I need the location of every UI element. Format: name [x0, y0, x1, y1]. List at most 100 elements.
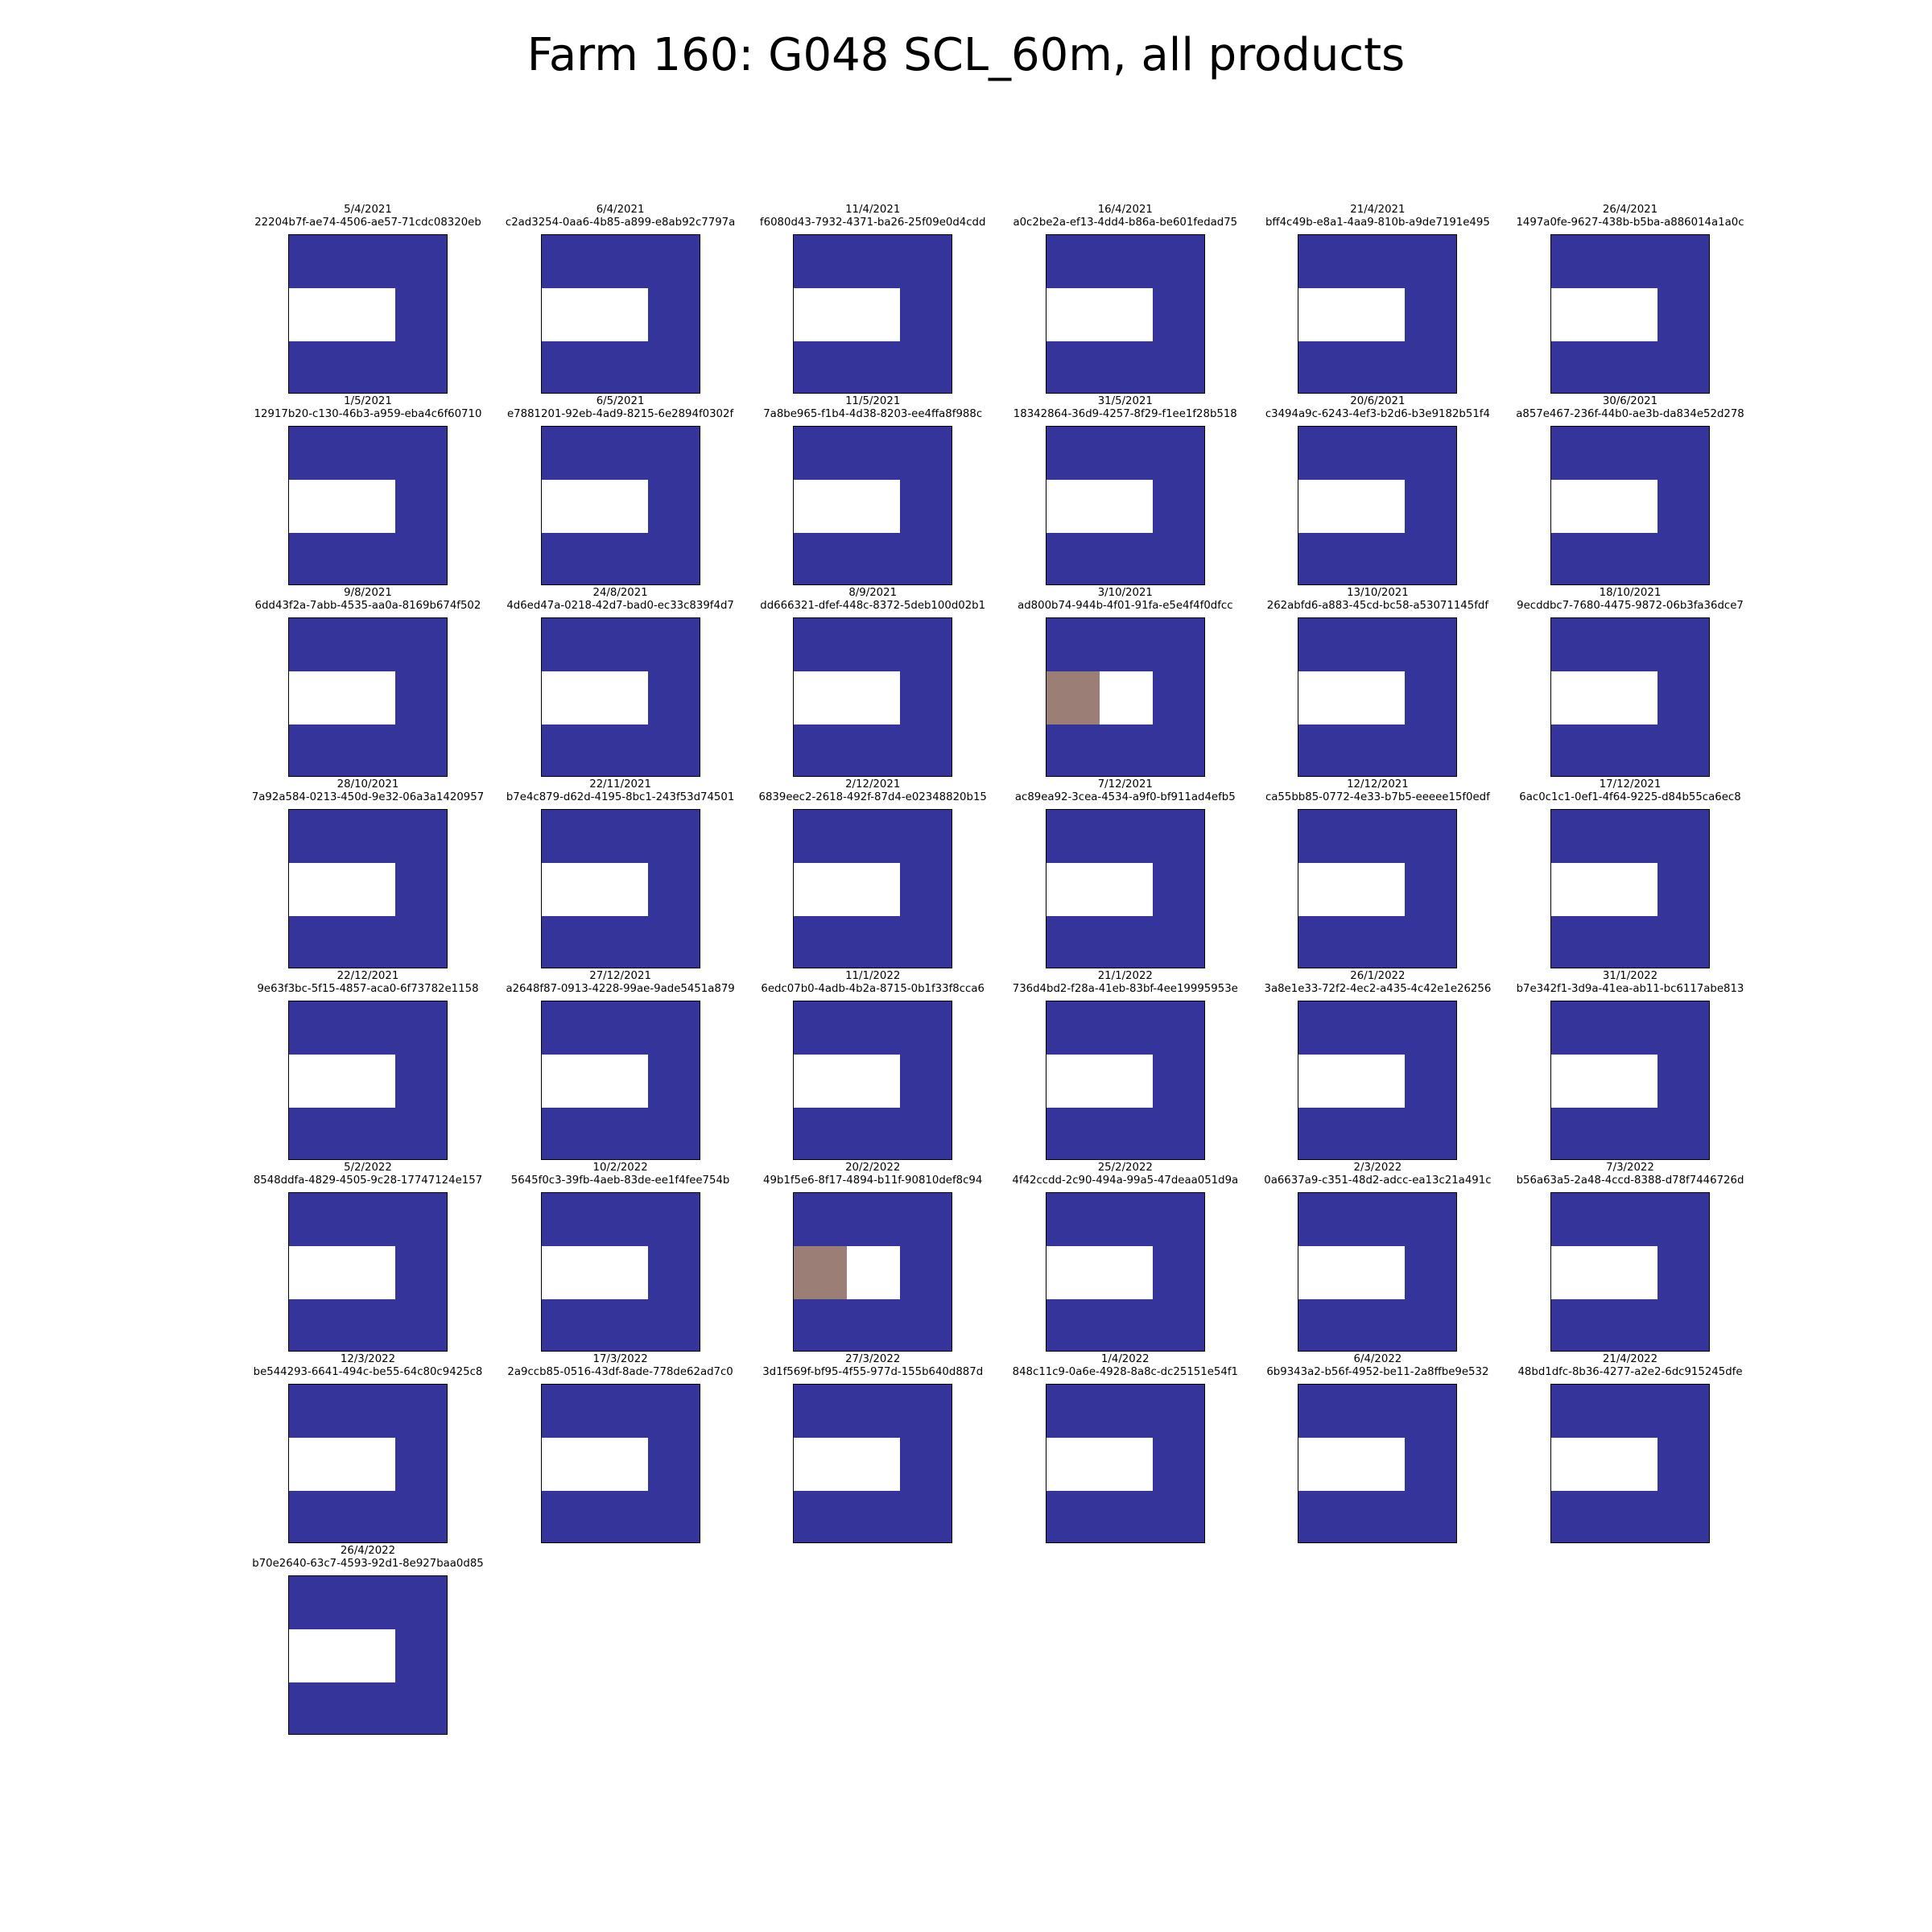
heatmap-cell-water: [395, 1055, 447, 1108]
panel-product-id: 8548ddfa-4829-4505-9c28-17747124e157: [253, 1174, 483, 1187]
heatmap-cell-water: [1551, 1001, 1605, 1055]
heatmap-cell-no-data: [1046, 1438, 1100, 1492]
heatmap-cell-water: [847, 1001, 901, 1055]
heatmap-cell-no-data: [794, 863, 848, 917]
heatmap-cell-water: [1099, 341, 1154, 393]
heatmap-cell-water: [900, 427, 952, 481]
heatmap-cell-no-data: [1099, 1438, 1154, 1492]
heatmap-cell-water: [1405, 916, 1457, 968]
heatmap-cell-no-data: [1551, 1438, 1605, 1492]
heatmap-cell-water: [1046, 1385, 1100, 1439]
heatmap-cell-water: [1551, 1385, 1605, 1439]
panel-date-label: 20/2/2022: [845, 1162, 901, 1174]
heatmap-cell-water: [1551, 618, 1605, 672]
heatmap-cell-no-data: [342, 480, 396, 534]
heatmap-cell-water: [1352, 1108, 1406, 1159]
heatmap-cell-water: [1657, 1193, 1709, 1247]
heatmap-cell-water: [1152, 288, 1204, 342]
heatmap-cell-water: [794, 1385, 848, 1439]
heatmap-cell-water: [1298, 1491, 1352, 1542]
heatmap-cell-no-data: [1099, 671, 1154, 725]
heatmap-cell-water: [1405, 288, 1457, 342]
scl-tile: [540, 1192, 700, 1352]
panel-date-label: 6/4/2021: [596, 204, 645, 216]
heatmap-cell-water: [647, 863, 700, 917]
heatmap-cell-water: [395, 1001, 447, 1055]
heatmap-cell-no-data: [1551, 480, 1605, 534]
panel-date-label: 6/5/2021: [596, 395, 645, 407]
heatmap-cell-water: [1405, 341, 1457, 393]
heatmap-cell-no-data: [1099, 480, 1154, 534]
heatmap-cell-water: [900, 1299, 952, 1351]
heatmap-cell-water: [594, 1385, 649, 1439]
panel-product-id: 848c11c9-0a6e-4928-8a8c-dc25151e54f1: [1012, 1366, 1238, 1378]
heatmap-cell-water: [1604, 235, 1658, 289]
scl-tile: [793, 1384, 953, 1543]
heatmap-cell-no-data: [1099, 1055, 1154, 1108]
scl-tile: [1298, 809, 1458, 968]
panel-product-id: 4d6ed47a-0218-42d7-bad0-ec33c839f4d7: [506, 600, 734, 612]
heatmap-cell-water: [1551, 916, 1605, 968]
panel-date-label: 3/10/2021: [1097, 587, 1153, 599]
heatmap-cell-water: [1604, 1299, 1658, 1351]
heatmap-cell-no-data: [541, 671, 596, 725]
scl-tile: [793, 426, 953, 585]
scl-tile: [1298, 1384, 1458, 1543]
heatmap-cell-no-data: [1551, 863, 1605, 917]
heatmap-cell-water: [1298, 916, 1352, 968]
heatmap-cell-no-data: [794, 1055, 848, 1108]
heatmap-cell-water: [794, 235, 848, 289]
heatmap-cell-no-data: [1352, 480, 1406, 534]
panel-product-id: 5645f0c3-39fb-4aeb-83de-ee1f4fee754b: [510, 1174, 730, 1187]
heatmap-cell-water: [900, 1108, 952, 1159]
heatmap-cell-water: [794, 341, 848, 393]
heatmap-cell-water: [1352, 1299, 1406, 1351]
heatmap-cell-no-data: [1551, 288, 1605, 342]
heatmap-cell-no-data: [342, 1629, 396, 1683]
panel-product-id: ca55bb85-0772-4e33-b7b5-eeeee15f0edf: [1265, 791, 1490, 803]
heatmap-cell-water: [594, 235, 649, 289]
heatmap-cell-water: [541, 235, 596, 289]
heatmap-cell-water: [1046, 235, 1100, 289]
panel-product-id: ac89ea92-3cea-4534-a9f0-bf911ad4efb5: [1014, 791, 1236, 803]
heatmap-cell-water: [900, 341, 952, 393]
heatmap-cell-water: [1152, 1108, 1204, 1159]
panel-product-id: 3d1f569f-bf95-4f55-977d-155b640d887d: [762, 1366, 984, 1378]
heatmap-cell-water: [541, 1001, 596, 1055]
panel-date-label: 17/12/2021: [1599, 778, 1662, 791]
heatmap-cell-water: [395, 1576, 447, 1630]
heatmap-cell-water: [1352, 427, 1406, 481]
heatmap-cell-water: [342, 1682, 396, 1734]
heatmap-cell-water: [1604, 533, 1658, 584]
heatmap-cell-water: [647, 1001, 700, 1055]
heatmap-cell-water: [541, 916, 596, 968]
heatmap-cell-water: [847, 618, 901, 672]
heatmap-cell-water: [1405, 618, 1457, 672]
heatmap-cell-water: [289, 341, 343, 393]
heatmap-cell-water: [900, 288, 952, 342]
heatmap-cell-water: [900, 235, 952, 289]
heatmap-cell-water: [1352, 724, 1406, 776]
heatmap-cell-water: [1657, 671, 1709, 725]
heatmap-cell-water: [594, 810, 649, 864]
heatmap-cell-water: [342, 1001, 396, 1055]
heatmap-cell-water: [395, 1491, 447, 1542]
heatmap-cell-water: [395, 1629, 447, 1683]
heatmap-cell-water: [1405, 427, 1457, 481]
heatmap-cell-no-data: [847, 480, 901, 534]
heatmap-cell-water: [1046, 618, 1100, 672]
heatmap-cell-water: [1657, 1385, 1709, 1439]
heatmap-cell-water: [1657, 916, 1709, 968]
heatmap-cell-no-data: [1352, 288, 1406, 342]
heatmap-cell-water: [647, 618, 700, 672]
scl-tile: [1550, 617, 1710, 777]
heatmap-cell-no-data: [1604, 671, 1658, 725]
heatmap-cell-water: [1604, 1001, 1658, 1055]
heatmap-cell-no-data: [594, 1055, 649, 1108]
heatmap-cell-water: [1405, 1055, 1457, 1108]
heatmap-cell-no-data: [847, 1246, 901, 1300]
heatmap-cell-water: [1152, 724, 1204, 776]
heatmap-cell-no-data: [594, 671, 649, 725]
heatmap-cell-no-data: [342, 671, 396, 725]
panel-date-label: 31/1/2022: [1602, 970, 1658, 982]
